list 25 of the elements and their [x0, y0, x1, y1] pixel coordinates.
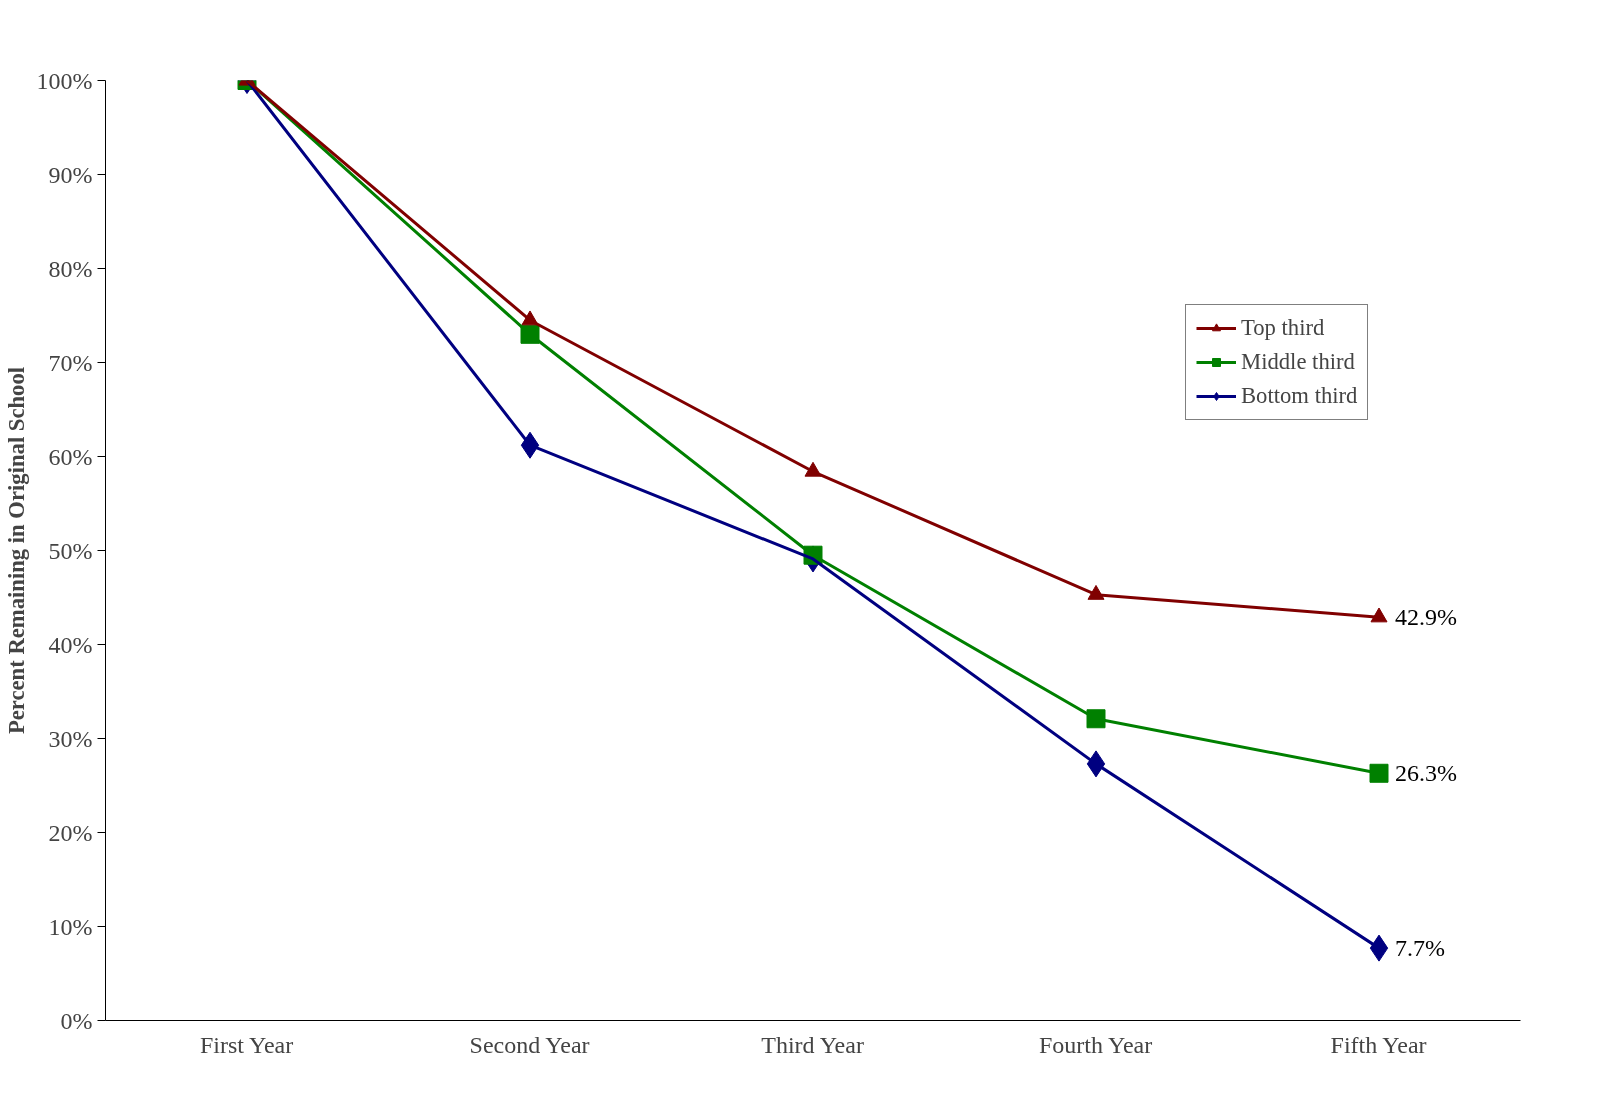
point: [1369, 934, 1389, 962]
y-tick-label: 90%: [48, 161, 93, 188]
x-tick-label: Second Year: [469, 1031, 590, 1058]
y-axis-title: Percent Remaining in Original School: [3, 366, 29, 735]
legend-label: Middle third: [1241, 349, 1355, 375]
y-tick-label: 40%: [48, 631, 93, 658]
y-tick-label: 60%: [48, 443, 93, 470]
y-tick-label: 20%: [48, 819, 93, 846]
legend-label: Bottom third: [1241, 383, 1358, 409]
data-label: 42.9%: [1395, 604, 1457, 631]
y-tick-label: 50%: [48, 537, 93, 564]
y-tick-label: 0%: [60, 1007, 93, 1034]
x-tick-label: Fourth Year: [1038, 1031, 1153, 1058]
x-tick-label: First Year: [199, 1031, 294, 1058]
y-tick-label: 10%: [48, 913, 93, 940]
y-tick-label: 80%: [48, 255, 93, 282]
x-tick-label: Third Year: [761, 1031, 864, 1058]
y-tick-label: 100%: [36, 67, 93, 94]
data-label: 7.7%: [1395, 935, 1445, 962]
y-tick-label: 30%: [48, 725, 93, 752]
legend-label: Top third: [1241, 315, 1325, 341]
y-tick-label: 70%: [48, 349, 93, 376]
x-tick-label: Fifth Year: [1330, 1031, 1427, 1058]
data-label: 26.3%: [1395, 760, 1457, 787]
point: [1369, 763, 1389, 783]
